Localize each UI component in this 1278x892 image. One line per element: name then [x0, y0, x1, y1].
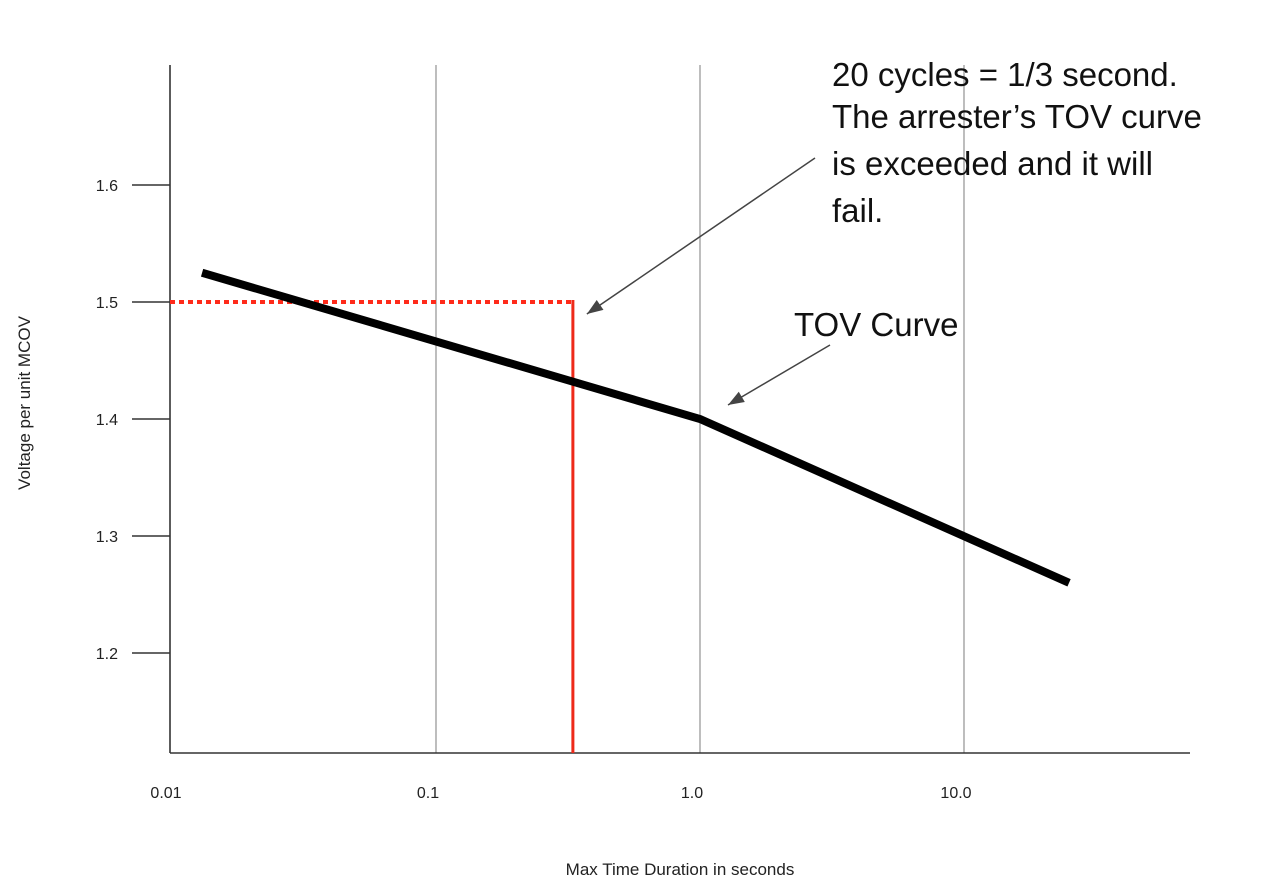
grid-layer: [435, 65, 965, 753]
x-tick-label-2: 1.0: [681, 785, 703, 802]
reference-lines: [170, 300, 575, 753]
y-tick-label-1: 1.5: [96, 295, 118, 312]
axes: [132, 65, 1190, 754]
y-tick-label-3: 1.3: [96, 529, 118, 546]
y-tick-label-0: 1.6: [96, 178, 118, 195]
x-tick-label-1: 0.1: [417, 785, 439, 802]
annotation-tov-curve-label: TOV Curve: [794, 306, 958, 343]
tick-labels: 1.6 1.5 1.4 1.3 1.2 0.01 0.1 1.0 10.0: [96, 178, 972, 802]
annotation-line-4: fail.: [832, 192, 883, 229]
arrow-tov-curve-shaft: [727, 344, 831, 406]
y-tick-label-2: 1.4: [96, 412, 118, 429]
x-tick-label-0: 0.01: [150, 785, 181, 802]
annotation-line-1: 20 cycles = 1/3 second.: [832, 56, 1178, 93]
annotation-failure-note: 20 cycles = 1/3 second. The arrester’s T…: [832, 56, 1211, 229]
annotation-arrows: [586, 157, 831, 406]
annotation-line-3: is exceeded and it will: [832, 145, 1153, 182]
arrow-tov-curve-head: [728, 391, 745, 405]
arrow-failure-note-shaft: [586, 157, 816, 315]
x-axis-title: Max Time Duration in seconds: [566, 860, 795, 879]
series-layer: [200, 268, 1071, 587]
y-axis-title: Voltage per unit MCOV: [15, 315, 34, 490]
y-tick-label-4: 1.2: [96, 646, 118, 663]
series-line-tov-curve: [200, 268, 1071, 587]
arrow-failure-note-head: [586, 300, 604, 314]
x-tick-label-3: 10.0: [940, 785, 971, 802]
annotation-line-2: The arrester’s TOV curve: [832, 98, 1202, 135]
